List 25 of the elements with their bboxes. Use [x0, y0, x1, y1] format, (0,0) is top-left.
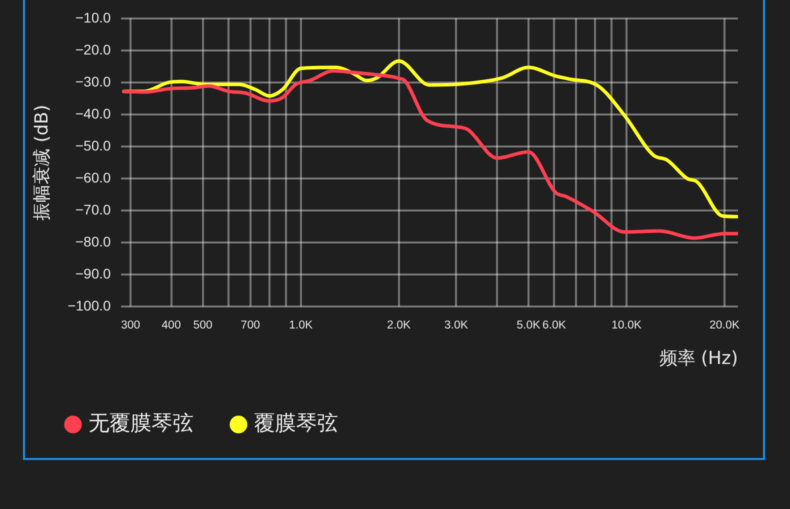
y-tick-label: −100.0 [68, 297, 112, 314]
y-tick-label: −90.0 [75, 265, 112, 282]
x-tick-label: 5.0K [516, 320, 541, 332]
x-tick-label: 1.0K [289, 320, 313, 332]
x-tick-label: 300 [120, 320, 140, 332]
x-axis-title: 频率 (Hz) [659, 348, 738, 369]
x-tick-label: 10.0K [611, 320, 642, 332]
x-tick-label: 400 [162, 320, 181, 332]
x-tick-label: 3.0K [444, 320, 468, 332]
x-tick-label: 500 [193, 320, 212, 332]
y-tick-label: −20.0 [75, 41, 112, 58]
y-tick-label: −60.0 [75, 169, 112, 186]
x-tick-label: 2.0K [387, 320, 412, 332]
y-tick-label: −80.0 [75, 233, 112, 250]
x-tick-label: 6.0K [542, 320, 566, 332]
legend-label: 无覆膜琴弦 [88, 410, 194, 435]
y-tick-label: −30.0 [75, 73, 112, 90]
x-tick-label: 700 [240, 320, 260, 332]
y-tick-label: −10.0 [75, 9, 112, 26]
y-tick-label: −50.0 [75, 137, 112, 154]
x-tick-label: 20.0K [709, 320, 740, 332]
y-axis-title: 振幅衰减 (dB) [31, 104, 52, 220]
y-tick-label: −70.0 [75, 201, 112, 218]
legend-label: 覆膜琴弦 [254, 410, 338, 435]
y-tick-label: −40.0 [75, 105, 112, 122]
